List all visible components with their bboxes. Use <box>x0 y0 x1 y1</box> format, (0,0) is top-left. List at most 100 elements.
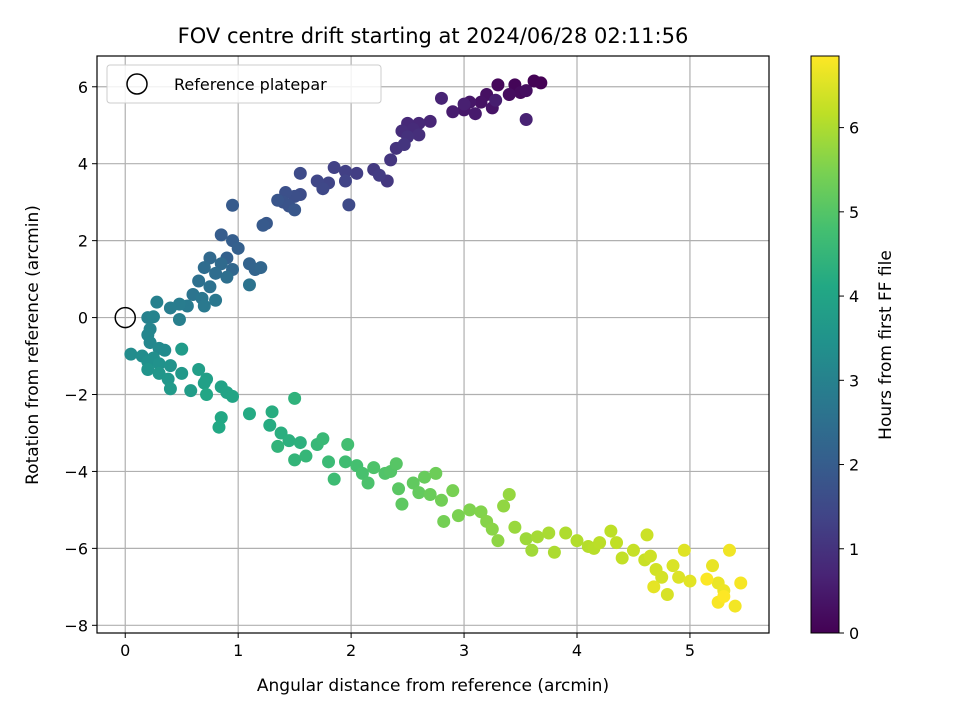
data-point <box>327 472 341 486</box>
data-point <box>203 251 217 265</box>
data-point <box>640 528 654 542</box>
data-point <box>502 488 516 502</box>
reference-platepar-marker <box>114 306 136 329</box>
data-point <box>647 580 661 594</box>
data-point <box>643 549 657 563</box>
data-point <box>342 198 356 212</box>
data-point <box>355 466 369 480</box>
data-point <box>203 280 217 294</box>
data-point <box>706 559 720 573</box>
data-point <box>242 407 256 421</box>
data-point <box>717 589 731 603</box>
data-point <box>392 482 406 496</box>
data-point <box>350 166 364 180</box>
data-point <box>163 359 177 373</box>
data-point <box>293 166 307 180</box>
data-point <box>214 257 228 271</box>
colorbar-tick-label: 2 <box>849 456 859 475</box>
data-point <box>288 203 302 217</box>
data-point <box>519 532 533 546</box>
data-point <box>446 105 460 119</box>
data-point <box>299 449 313 463</box>
data-point <box>327 161 341 175</box>
data-point <box>361 476 375 490</box>
data-point <box>200 388 214 402</box>
data-point <box>226 389 240 403</box>
data-point <box>626 543 640 557</box>
data-point <box>406 476 420 490</box>
legend: Reference platepar <box>106 64 382 104</box>
data-point <box>423 114 437 128</box>
data-point <box>547 545 561 559</box>
data-point <box>316 432 330 446</box>
colorbar-label: Hours from first FF file <box>876 250 896 440</box>
data-point <box>559 526 573 540</box>
data-point <box>322 455 336 469</box>
y-tick-label: 0 <box>78 309 88 328</box>
data-point <box>263 418 277 432</box>
data-point <box>728 599 742 613</box>
data-point <box>610 536 624 550</box>
data-point <box>372 168 386 182</box>
data-point <box>497 499 511 513</box>
y-tick-label: −8 <box>64 616 88 635</box>
data-point <box>527 74 541 88</box>
data-point <box>338 174 352 188</box>
data-point <box>700 572 714 586</box>
data-point <box>491 534 505 548</box>
data-point <box>604 524 618 538</box>
data-point <box>231 241 245 255</box>
data-point <box>254 261 268 275</box>
data-point <box>214 228 228 242</box>
data-point <box>491 78 505 92</box>
data-point <box>683 574 697 588</box>
data-point <box>434 91 448 105</box>
data-point <box>197 299 211 313</box>
data-point <box>451 509 465 523</box>
data-point <box>485 522 499 536</box>
chart-title: FOV centre drift starting at 2024/06/28 … <box>178 24 689 48</box>
data-point <box>666 559 680 573</box>
y-tick-label: 4 <box>78 155 88 174</box>
data-point <box>463 503 477 517</box>
x-tick-label: 3 <box>459 641 469 660</box>
data-point <box>677 543 691 557</box>
scatter-points <box>124 74 748 613</box>
data-point <box>124 347 138 361</box>
data-point <box>271 439 285 453</box>
data-point <box>412 486 426 500</box>
plot-frame <box>96 55 770 634</box>
data-point <box>226 198 240 212</box>
data-point <box>316 182 330 196</box>
colorbar-tick-label: 1 <box>849 540 859 559</box>
data-point <box>212 420 226 434</box>
data-point <box>429 466 443 480</box>
data-point <box>525 543 539 557</box>
data-point <box>570 534 584 548</box>
colorbar-tick-label: 4 <box>849 287 859 306</box>
data-point <box>474 505 488 519</box>
data-point <box>660 588 674 602</box>
x-tick-label: 0 <box>120 641 130 660</box>
data-point <box>474 95 488 109</box>
y-axis-label: Rotation from reference (arcmin) <box>23 205 43 485</box>
colorbar-tick-label: 0 <box>849 624 859 643</box>
colorbar-tick-label: 5 <box>849 203 859 222</box>
data-point <box>489 93 503 107</box>
data-point <box>734 576 748 590</box>
data-point <box>163 382 177 396</box>
data-point <box>242 278 256 292</box>
grid <box>97 56 769 633</box>
x-axis-label: Angular distance from reference (arcmin) <box>257 676 609 696</box>
data-point <box>446 484 460 498</box>
data-point <box>141 363 155 377</box>
y-tick-label: −2 <box>64 386 88 405</box>
data-point <box>672 570 686 584</box>
data-point <box>265 405 279 419</box>
x-tick-label: 4 <box>572 641 582 660</box>
colorbar-tick-label: 6 <box>849 119 859 138</box>
data-point <box>389 457 403 471</box>
data-point <box>508 520 522 534</box>
y-tick-label: −6 <box>64 539 88 558</box>
